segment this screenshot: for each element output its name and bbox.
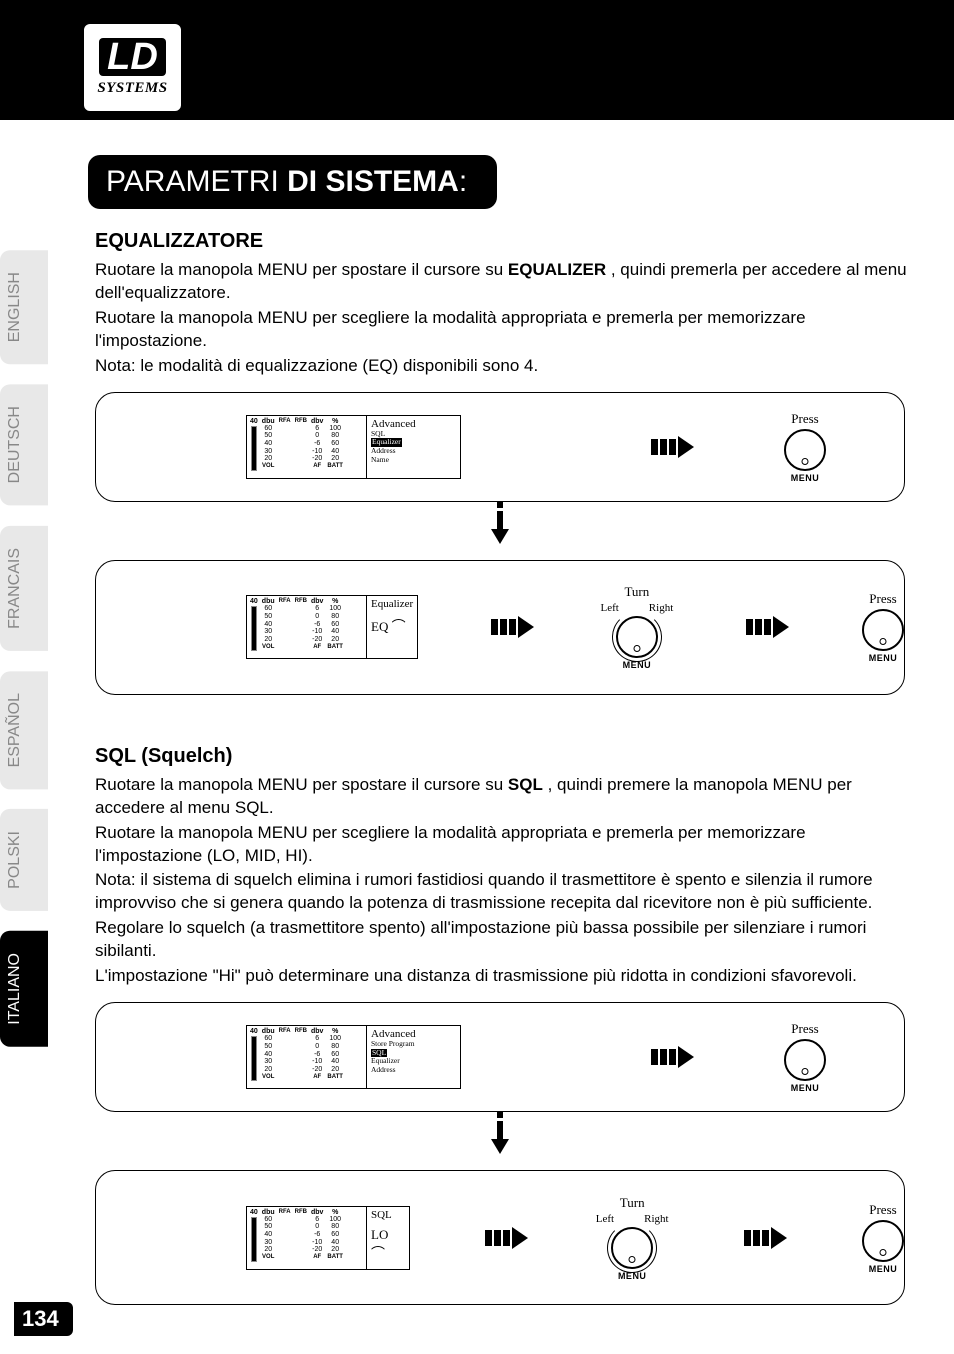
knob-icon — [784, 429, 826, 471]
sql-diagram-2: 40 dbu6050403020VOLRFARFBdbv60-6-10-20AF… — [95, 1170, 905, 1305]
arrow-icon — [485, 1227, 528, 1249]
down-arrow-icon — [95, 1112, 905, 1156]
title-bold: DI SISTEMA — [287, 165, 459, 198]
sql-p3: Nota: il sistema di squelch elimina i ru… — [95, 869, 910, 915]
title-light: PARAMETRI — [106, 165, 287, 198]
down-arrow-icon — [95, 502, 905, 546]
sql-p5: L'impostazione "Hi" può determinare una … — [95, 965, 910, 988]
menu-knob-press: Press MENU — [784, 411, 826, 483]
arrow-icon — [651, 436, 694, 458]
lcd-screen: 40 dbu6050403020VOLRFARFBdbv60-6-10-20AF… — [246, 595, 418, 659]
lcd-screen: 40 dbu6050403020VOLRFARFBdbv60-6-10-20AF… — [246, 1206, 410, 1270]
arrow-icon — [651, 1046, 694, 1068]
tab-italiano[interactable]: ITALIANO — [0, 931, 48, 1047]
sql-p1: Ruotare la manopola MENU per spostare il… — [95, 774, 910, 820]
sql-diagram-1: 40 dbu6050403020VOLRFARFBdbv60-6-10-20AF… — [95, 1002, 905, 1112]
page-title: PARAMETRI DI SISTEMA: — [88, 155, 497, 209]
menu-knob-press: Press MENU — [862, 591, 904, 663]
menu-knob-turn: Turn LeftRight MENU — [596, 1195, 669, 1281]
menu-knob-press: Press MENU — [862, 1202, 904, 1274]
language-tabs: ENGLISH DEUTSCH FRANCAIS ESPAÑOL POLSKI … — [0, 250, 48, 1046]
page-number: 134 — [14, 1302, 73, 1336]
eq-diagram-2: 40 dbu6050403020VOLRFARFBdbv60-6-10-20AF… — [95, 560, 905, 695]
tab-polski[interactable]: POLSKI — [0, 809, 48, 911]
tab-deutsch[interactable]: DEUTSCH — [0, 384, 48, 505]
header-bar: LD SYSTEMS — [0, 0, 954, 120]
eq-diagram-1: 40 dbu6050403020VOLRFARFBdbv60-6-10-20AF… — [95, 392, 905, 502]
logo-top: LD — [99, 38, 166, 76]
sql-p2: Ruotare la manopola MENU per scegliere l… — [95, 822, 910, 868]
arrow-icon — [491, 616, 534, 638]
sql-heading: SQL (Squelch) — [95, 745, 910, 768]
tab-english[interactable]: ENGLISH — [0, 250, 48, 364]
menu-knob-turn: Turn LeftRight MENU — [600, 584, 673, 670]
title-suffix: : — [459, 165, 467, 198]
eq-p2: Ruotare la manopola MENU per scegliere l… — [95, 307, 910, 353]
brand-logo: LD SYSTEMS — [80, 20, 185, 115]
knob-icon — [611, 1227, 653, 1269]
lcd-screen: 40 dbu6050403020VOLRFARFBdbv60-6-10-20AF… — [246, 1025, 461, 1089]
tab-espanol[interactable]: ESPAÑOL — [0, 671, 48, 789]
sql-p4: Regolare lo squelch (a trasmettitore spe… — [95, 917, 910, 963]
lcd-screen: 40 dbu6050403020VOLRFARFBdbv60-6-10-20AF… — [246, 415, 461, 479]
main-content: EQUALIZZATORE Ruotare la manopola MENU p… — [95, 230, 910, 1305]
eq-heading: EQUALIZZATORE — [95, 230, 910, 253]
eq-p3: Nota: le modalità di equalizzazione (EQ)… — [95, 355, 910, 378]
logo-bottom: SYSTEMS — [97, 80, 167, 97]
knob-icon — [784, 1039, 826, 1081]
knob-icon — [862, 1220, 904, 1262]
knob-icon — [862, 609, 904, 651]
arrow-icon — [744, 1227, 787, 1249]
arrow-icon — [746, 616, 789, 638]
tab-francais[interactable]: FRANCAIS — [0, 526, 48, 651]
knob-icon — [616, 616, 658, 658]
eq-p1: Ruotare la manopola MENU per spostare il… — [95, 259, 910, 305]
menu-knob-press: Press MENU — [784, 1021, 826, 1093]
